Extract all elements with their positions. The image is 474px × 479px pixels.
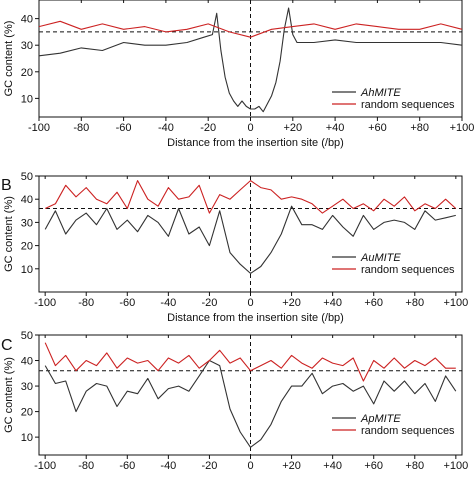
x-tick-label: +80 bbox=[410, 122, 429, 134]
series-line-0 bbox=[44, 359, 457, 448]
y-tick-label: 10 bbox=[21, 93, 33, 105]
y-tick-label: 40 bbox=[21, 194, 33, 206]
x-tick-label: +40 bbox=[323, 460, 342, 472]
x-tick-label: -40 bbox=[160, 297, 176, 309]
panel-letter: B bbox=[1, 177, 12, 194]
legend-label: random sequences bbox=[361, 425, 455, 437]
series-line-1 bbox=[38, 20, 463, 38]
y-tick-label: 40 bbox=[21, 14, 33, 26]
x-tick-label: 0 bbox=[247, 460, 253, 472]
x-tick-label: -20 bbox=[200, 122, 216, 134]
y-axis-title: GC content (%) bbox=[3, 196, 15, 272]
y-axis-title: GC content (%) bbox=[3, 357, 15, 433]
y-axis-title: GC content (%) bbox=[3, 21, 15, 97]
x-tick-label: -100 bbox=[28, 122, 50, 134]
y-tick-label: 20 bbox=[21, 407, 33, 419]
x-tick-label: +20 bbox=[282, 297, 301, 309]
x-tick-label: +20 bbox=[282, 460, 301, 472]
y-tick-label: 30 bbox=[21, 381, 33, 393]
x-tick-label: 0 bbox=[247, 122, 253, 134]
x-tick-label: +20 bbox=[283, 122, 302, 134]
x-axis-title: Distance from the insertion site (/bp) bbox=[167, 137, 344, 149]
x-tick-label: +40 bbox=[323, 297, 342, 309]
y-tick-label: 50 bbox=[21, 330, 33, 342]
x-tick-label: -60 bbox=[119, 460, 135, 472]
series-line-1 bbox=[44, 342, 456, 382]
x-tick-label: -20 bbox=[201, 297, 217, 309]
legend-label: random sequences bbox=[361, 264, 455, 276]
x-tick-label: +100 bbox=[443, 460, 468, 472]
legend-label: AuMITE bbox=[360, 252, 401, 264]
y-tick-label: 20 bbox=[21, 241, 33, 253]
x-tick-label: +60 bbox=[368, 122, 387, 134]
x-tick-label: -80 bbox=[73, 122, 89, 134]
x-tick-label: 0 bbox=[247, 297, 253, 309]
x-tick-label: +100 bbox=[450, 122, 474, 134]
x-tick-label: +80 bbox=[405, 297, 424, 309]
x-axis-title: Distance from the insertion site (/bp) bbox=[167, 312, 344, 324]
x-tick-label: +60 bbox=[364, 297, 383, 309]
x-tick-label: -60 bbox=[116, 122, 132, 134]
legend-label: random sequences bbox=[361, 99, 455, 111]
chart-panel-1: -100 -80 -60 -40 -20 0 +20 +40 +60 +80 +100 10 20 30 4… bbox=[3, 0, 474, 149]
x-tick-label: +100 bbox=[443, 297, 468, 309]
series-line-1 bbox=[44, 180, 457, 214]
x-tick-label: -80 bbox=[78, 460, 94, 472]
x-tick-label: -20 bbox=[201, 460, 217, 472]
legend-label: ApMITE bbox=[360, 413, 401, 425]
chart-panel-3: C -100 -80 -60 -40 -20 0 +20 +40 +60 +80 +100 10 20 30… bbox=[1, 330, 468, 472]
y-tick-label: 10 bbox=[21, 264, 33, 276]
legend-label: AhMITE bbox=[360, 87, 401, 99]
y-tick-label: 30 bbox=[21, 217, 33, 229]
x-tick-label: -100 bbox=[34, 460, 56, 472]
x-tick-label: -60 bbox=[119, 297, 135, 309]
x-tick-label: +80 bbox=[405, 460, 424, 472]
x-tick-label: -80 bbox=[78, 297, 94, 309]
series-line-0 bbox=[44, 205, 456, 274]
chart-panel-2: B -100 -80 -60 -40 -20 0 +20 +40 +60 +80 +100 10 20 30… bbox=[1, 171, 468, 324]
y-tick-label: 50 bbox=[21, 171, 33, 183]
y-tick-label: 10 bbox=[21, 432, 33, 444]
series-line-0 bbox=[38, 7, 463, 113]
y-tick-label: 20 bbox=[21, 67, 33, 79]
x-tick-label: -100 bbox=[34, 297, 56, 309]
x-tick-label: -40 bbox=[160, 460, 176, 472]
x-tick-label: +60 bbox=[364, 460, 383, 472]
y-tick-label: 40 bbox=[21, 356, 33, 368]
y-tick-label: 30 bbox=[21, 40, 33, 52]
panel-letter: C bbox=[1, 337, 13, 354]
x-tick-label: -40 bbox=[158, 122, 174, 134]
x-tick-label: +40 bbox=[326, 122, 345, 134]
